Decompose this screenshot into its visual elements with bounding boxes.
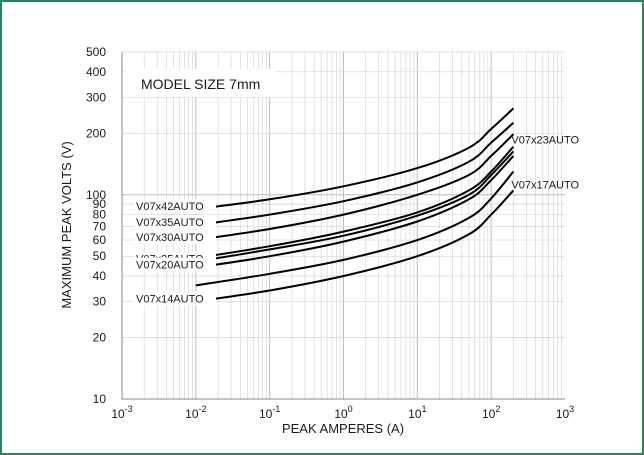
series-label-bg [134, 215, 216, 230]
y-tick-label: 40 [93, 269, 107, 283]
series-label: V07x14AUTO [136, 294, 204, 306]
series-label-bg [134, 230, 216, 245]
y-tick-label: 60 [93, 233, 107, 247]
y-tick-label: 90 [93, 197, 107, 211]
series-label-bg [134, 291, 216, 306]
y-axis-label: MAXIMUM PEAK VOLTS (V) [59, 141, 74, 308]
series-labels: V07x42AUTO V07x35AUTO V07x30AUTO V07x23AUTO… [134, 135, 580, 306]
series-line [195, 122, 515, 227]
series-label: V07x42AUTO [136, 201, 204, 213]
y-tick-label: 10 [93, 392, 107, 406]
x-tick-label: 103 [556, 404, 574, 421]
y-tick-label: 100 [86, 188, 106, 202]
x-axis-label: PEAK AMPERES (A) [282, 421, 404, 436]
y-tick-label: 400 [86, 65, 106, 79]
annotation-box [126, 69, 276, 97]
series-line [195, 133, 515, 242]
series-line [195, 189, 515, 303]
series-label-bg [134, 257, 216, 272]
x-tick-label: 102 [482, 404, 500, 421]
series-label: V07x17AUTO [511, 179, 579, 191]
series-line [195, 155, 515, 269]
series-label: V07x23AUTO [511, 135, 579, 147]
y-tick-label: 50 [93, 249, 107, 263]
x-tick-label: 101 [408, 404, 426, 421]
series-line [195, 107, 515, 211]
series-label-bg [134, 199, 216, 214]
series-label: V07x30AUTO [136, 232, 204, 244]
annotation-text: MODEL SIZE 7mm [141, 76, 260, 92]
x-tick-label: 100 [334, 404, 352, 421]
axes [121, 52, 565, 400]
y-tick-label: 300 [86, 90, 106, 104]
y-tick-label: 70 [93, 219, 107, 233]
series-line [195, 170, 515, 287]
series-label: V07x35AUTO [136, 217, 204, 229]
y-tick-label: 30 [93, 295, 107, 309]
series-line [195, 150, 515, 263]
y-tick-label: 20 [93, 331, 107, 345]
y-tick-label: 500 [86, 45, 106, 59]
x-tick-label: 10-2 [185, 404, 206, 421]
x-tick-label: 10-1 [259, 404, 280, 421]
y-tick-label: 80 [93, 208, 107, 222]
y-tick-label: 200 [86, 126, 106, 140]
x-tick-label: 10-3 [111, 404, 132, 421]
series-label: V07x20AUTO [136, 260, 204, 272]
series-lines [195, 107, 515, 303]
series-line [195, 146, 515, 259]
